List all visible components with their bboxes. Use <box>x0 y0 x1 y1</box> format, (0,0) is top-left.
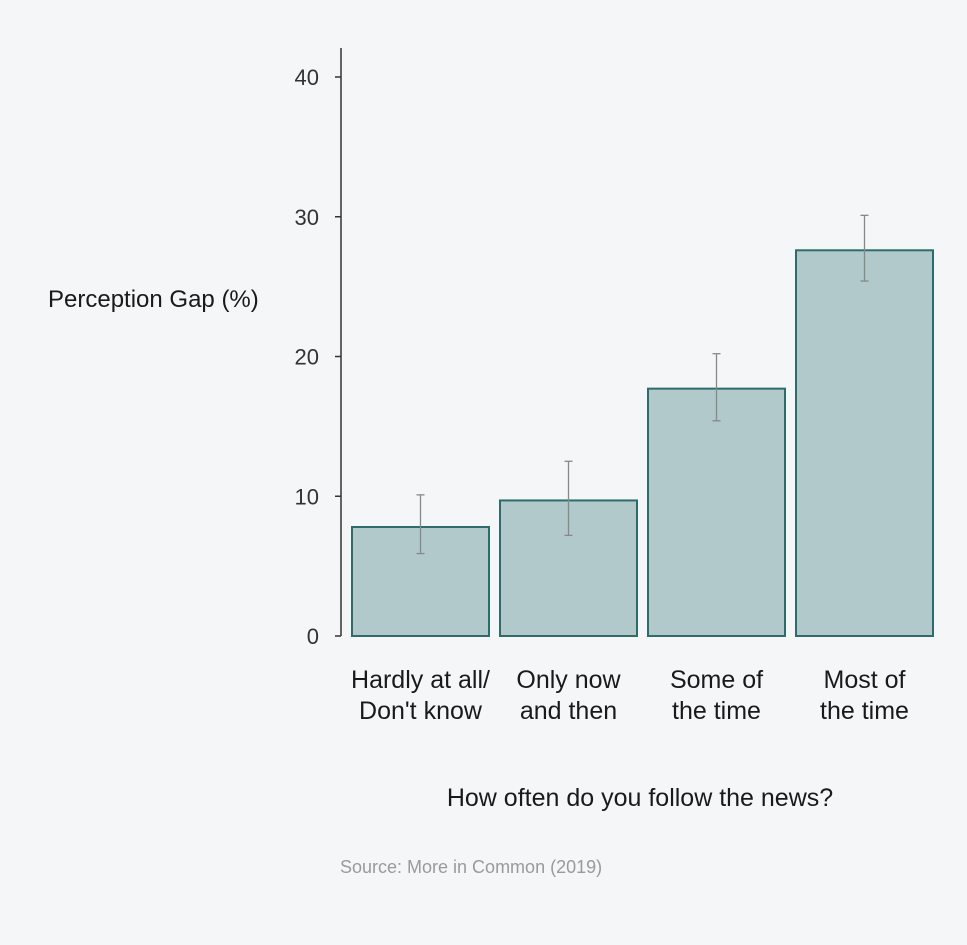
x-tick-label-line: the time <box>672 697 761 725</box>
x-tick-label: Hardly at all/Don't know <box>351 666 490 725</box>
bars-group <box>351 249 934 637</box>
y-tick-label: 40 <box>295 65 319 90</box>
y-axis: 0 10 20 30 40 <box>295 48 342 649</box>
error-bars-group <box>416 214 869 555</box>
error-bar <box>712 353 721 422</box>
source-note: Source: More in Common (2019) <box>340 857 602 877</box>
bar <box>647 387 786 637</box>
x-tick-label-line: and then <box>520 697 617 725</box>
y-tick-label: 30 <box>295 205 319 230</box>
x-tick-label: Some of the time <box>670 666 763 725</box>
error-bar <box>860 214 869 282</box>
x-axis-label: How often do you follow the news? <box>447 784 833 812</box>
x-tick-label-line: Only now <box>516 666 621 694</box>
y-tick-label: 20 <box>295 345 319 370</box>
x-tick-label-line: Some of <box>670 666 763 694</box>
x-tick-label-line: Hardly at all/ <box>351 666 490 694</box>
x-tick-label-line: the time <box>820 697 909 725</box>
x-tick-label: Only now and then <box>516 666 621 725</box>
x-tick-label-line: Don't know <box>359 697 483 725</box>
y-tick-label: 10 <box>295 484 319 509</box>
x-tick-label: Most of the time <box>820 666 909 725</box>
x-tick-labels: Hardly at all/Don't know Only now and then… <box>351 666 909 725</box>
y-axis-label: Perception Gap (%) <box>48 286 259 313</box>
x-tick-label-line: Most of <box>824 666 906 694</box>
error-bar <box>564 460 573 537</box>
bar <box>795 249 934 637</box>
error-bar <box>416 494 425 555</box>
y-tick-label: 0 <box>307 624 319 649</box>
